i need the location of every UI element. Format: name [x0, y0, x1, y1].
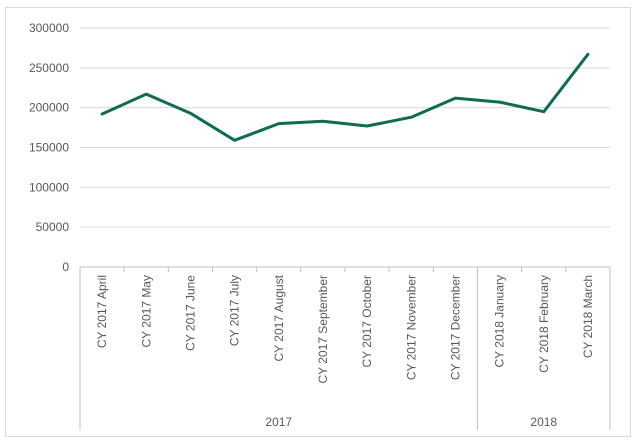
y-tick-label: 200000: [29, 101, 69, 115]
x-tick-label: CY 2018 February: [537, 275, 551, 373]
y-tick-label: 150000: [29, 141, 69, 155]
y-tick-label: 0: [62, 260, 69, 274]
x-tick-label: CY 2017 December: [448, 275, 462, 380]
group-label: 2018: [530, 415, 557, 429]
group-label: 2017: [265, 415, 292, 429]
y-tick-label: 250000: [29, 61, 69, 75]
y-tick-label: 300000: [29, 21, 69, 35]
x-tick-label: CY 2018 January: [493, 275, 507, 368]
x-tick-label: CY 2017 May: [139, 275, 153, 348]
x-tick-label: CY 2017 October: [360, 275, 374, 368]
x-tick-label: CY 2017 November: [404, 275, 418, 380]
x-tick-label: CY 2017 July: [228, 275, 242, 346]
x-tick-label: CY 2017 August: [272, 274, 286, 361]
chart-area: [5, 7, 631, 437]
y-tick-label: 100000: [29, 180, 69, 194]
x-tick-label: CY 2017 June: [183, 275, 197, 351]
x-tick-label: CY 2017 September: [316, 275, 330, 384]
x-tick-label: CY 2018 March: [581, 275, 595, 358]
series-line: [100, 52, 590, 142]
x-tick-label: CY 2017 April: [95, 275, 109, 348]
y-tick-label: 50000: [36, 220, 70, 234]
